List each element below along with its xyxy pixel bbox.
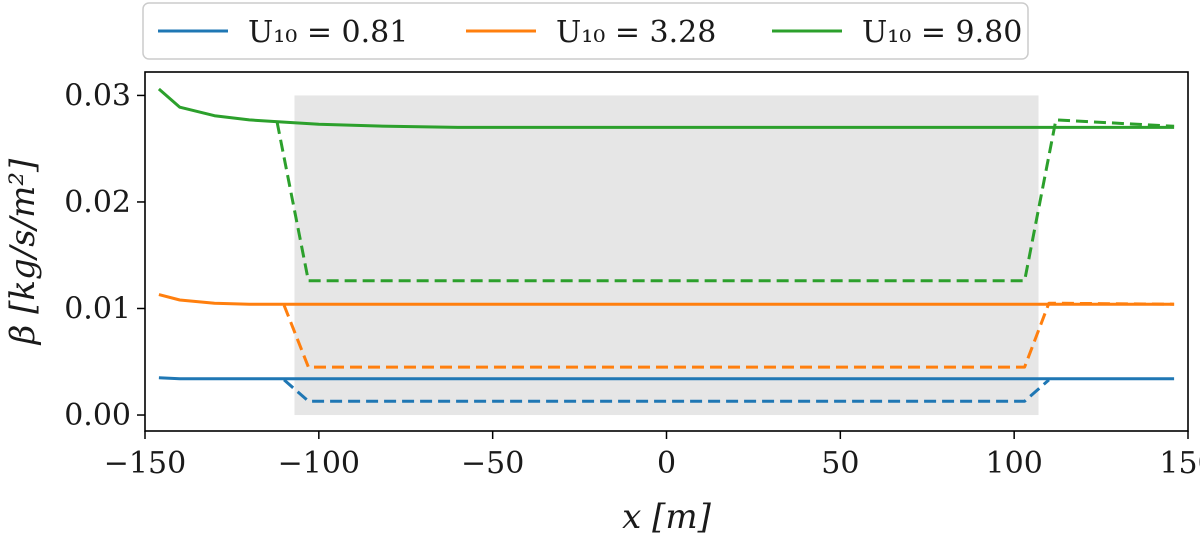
series-line-3 <box>283 378 1050 403</box>
x-axis-label: x [m] <box>622 497 711 537</box>
y-tick-label: 0.01 <box>64 291 131 326</box>
plot-layer <box>157 87 1175 416</box>
legend-label-0: U₁₀ = 0.81 <box>248 15 408 50</box>
y-axis-label: β [kg/s/m²] <box>3 158 43 346</box>
series-line-4 <box>282 301 1175 369</box>
x-tick-label: 100 <box>986 446 1043 481</box>
legend: U₁₀ = 0.81 U₁₀ = 3.28 U₁₀ = 9.80 <box>142 2 1029 60</box>
series-line-5 <box>275 118 1175 283</box>
legend-label-1: U₁₀ = 3.28 <box>556 15 716 50</box>
x-tick-label: 0 <box>657 446 676 481</box>
axes-layer: −150 −100 −50 0 50 100 150 0.00 0.01 0.02 0.03 x [m… <box>3 71 1200 537</box>
x-tick-label: −150 <box>104 446 186 481</box>
y-tick-label: 0.02 <box>64 185 131 220</box>
y-tick-label: 0.03 <box>64 78 131 113</box>
legend-label-2: U₁₀ = 9.80 <box>862 15 1022 50</box>
x-tick-label: −100 <box>278 446 360 481</box>
x-tick-label: 150 <box>1159 446 1200 481</box>
series-line-0 <box>158 376 1175 381</box>
x-tick-label: −50 <box>461 446 524 481</box>
x-tick-label: 50 <box>821 446 859 481</box>
y-tick-label: 0.00 <box>64 398 131 433</box>
legend-box <box>142 2 1029 60</box>
shaded-region <box>294 95 1039 416</box>
series-line-2 <box>157 87 1175 129</box>
